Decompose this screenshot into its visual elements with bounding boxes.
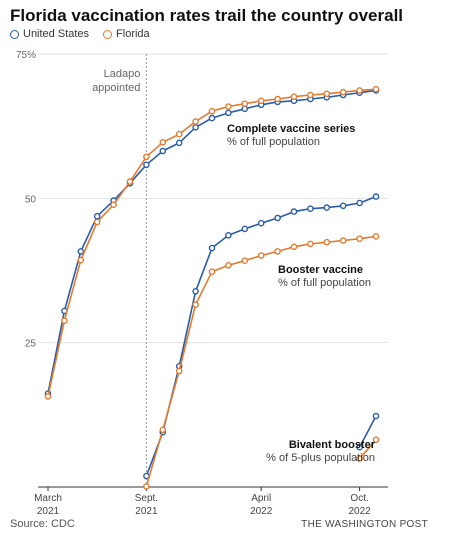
booster-florida-point-8 xyxy=(274,248,281,255)
complete-series-florida-point-4 xyxy=(110,201,117,208)
y-tick-label-25: 25 xyxy=(25,339,37,350)
booster-florida-point-4 xyxy=(208,268,216,276)
complete-series-label-title: Complete vaccine series xyxy=(227,123,355,135)
y-tick-label-75: 75% xyxy=(16,50,36,61)
booster-florida-point-12 xyxy=(339,237,347,244)
booster-united-states-point-5 xyxy=(225,231,232,239)
legend-marker-united-states xyxy=(10,29,19,39)
source-note: Source: CDC xyxy=(10,518,75,530)
complete-series-florida-point-12 xyxy=(241,100,249,107)
booster-united-states-point-7 xyxy=(257,219,265,227)
complete-series-florida-point-16 xyxy=(307,91,314,99)
x-tick-year-oct: 2022 xyxy=(348,506,371,517)
booster-united-states-point-14 xyxy=(372,193,380,200)
booster-united-states-point-4 xyxy=(208,244,216,252)
complete-series-florida-point-2 xyxy=(77,256,85,264)
complete-series-united-states-point-8 xyxy=(175,139,183,147)
chart-title: Florida vaccination rates trail the coun… xyxy=(10,6,404,25)
complete-series-florida-point-15 xyxy=(290,93,298,100)
legend-label-united-states: United States xyxy=(23,28,90,40)
complete-series-united-states-point-11 xyxy=(225,109,232,117)
complete-series-florida-point-19 xyxy=(356,87,363,94)
publisher-credit: THE WASHINGTON POST xyxy=(301,519,428,530)
legend: United States Florida xyxy=(10,28,150,40)
bivalent-booster-florida-line xyxy=(358,439,377,460)
legend-label-florida: Florida xyxy=(116,28,150,40)
complete-series-united-states-point-10 xyxy=(208,114,216,122)
complete-series-florida-point-0 xyxy=(44,393,52,400)
complete-series-florida-point-17 xyxy=(323,90,331,98)
booster-label-subtitle: % of full population xyxy=(278,277,371,289)
complete-series-florida-point-10 xyxy=(208,107,216,115)
complete-series-florida-point-13 xyxy=(257,97,265,105)
booster-florida-point-11 xyxy=(323,238,331,246)
complete-series-florida-point-5 xyxy=(126,178,134,185)
event-label-line1: Ladapo xyxy=(104,68,141,80)
booster-florida-point-3 xyxy=(192,301,199,308)
booster-florida-point-5 xyxy=(225,261,232,269)
y-tick-label-50: 50 xyxy=(25,194,37,205)
booster-florida-point-13 xyxy=(356,235,363,242)
bivalent-booster-florida-point-1 xyxy=(372,436,380,444)
complete-series-florida-point-20 xyxy=(372,85,380,93)
complete-series-united-states-point-2 xyxy=(77,248,85,255)
legend-marker-florida xyxy=(103,29,113,39)
bivalent-booster-label-title: Bivalent booster xyxy=(289,439,376,451)
x-tick-label-march: March xyxy=(34,493,62,504)
x-tick-label-oct: Oct. xyxy=(350,493,368,504)
complete-series-label-subtitle: % of full population xyxy=(227,136,320,148)
x-tick-year-march: 2021 xyxy=(37,506,60,517)
bivalent-booster-united-states-line xyxy=(358,415,377,448)
x-tick-year-sept: 2021 xyxy=(135,506,158,517)
complete-series-united-states-point-3 xyxy=(93,212,101,220)
booster-united-states-point-12 xyxy=(339,202,347,210)
booster-florida-point-0 xyxy=(143,483,150,490)
booster-united-states-point-6 xyxy=(241,225,249,233)
complete-series-united-states-point-7 xyxy=(159,147,167,155)
x-tick-year-april: 2022 xyxy=(250,506,273,517)
legend-item-united-states: United States xyxy=(10,28,89,40)
x-tick-label-sept: Sept. xyxy=(135,493,158,504)
bivalent-booster-united-states-point-0 xyxy=(356,443,363,451)
complete-series-united-states-point-6 xyxy=(143,161,150,169)
booster-florida-point-10 xyxy=(307,240,314,248)
complete-series-florida-point-8 xyxy=(175,130,183,138)
complete-series-florida-point-11 xyxy=(225,103,232,110)
complete-series-florida-point-6 xyxy=(143,153,150,161)
booster-florida-point-14 xyxy=(372,233,380,240)
booster-florida-point-6 xyxy=(241,257,249,265)
complete-series-florida-point-7 xyxy=(159,138,167,146)
x-tick-label-april: April xyxy=(251,493,271,504)
complete-series-florida-point-3 xyxy=(93,218,101,226)
booster-florida-point-7 xyxy=(257,252,265,259)
booster-label-title: Booster vaccine xyxy=(278,264,363,276)
complete-series-florida-point-1 xyxy=(61,317,68,325)
booster-florida-point-1 xyxy=(159,426,167,434)
complete-series-united-states-point-9 xyxy=(192,124,199,131)
bivalent-booster-florida-point-0 xyxy=(356,455,363,463)
booster-florida-point-2 xyxy=(175,367,183,375)
booster-united-states-point-13 xyxy=(356,199,363,207)
event-label-line2: appointed xyxy=(92,82,140,94)
bivalent-booster-united-states-point-1 xyxy=(372,412,380,420)
bivalent-booster-label-subtitle: % of 5-plus population xyxy=(266,452,375,464)
complete-series-florida-point-14 xyxy=(274,95,281,103)
booster-united-states-point-11 xyxy=(323,204,331,211)
legend-item-florida: Florida xyxy=(103,28,150,40)
booster-united-states-point-9 xyxy=(290,208,298,215)
booster-united-states-point-3 xyxy=(192,287,199,295)
booster-florida-point-9 xyxy=(290,243,298,251)
booster-united-states-point-10 xyxy=(307,205,314,212)
booster-united-states-point-8 xyxy=(274,214,281,222)
complete-series-florida-point-9 xyxy=(192,118,199,125)
complete-series-florida-point-18 xyxy=(339,88,347,96)
